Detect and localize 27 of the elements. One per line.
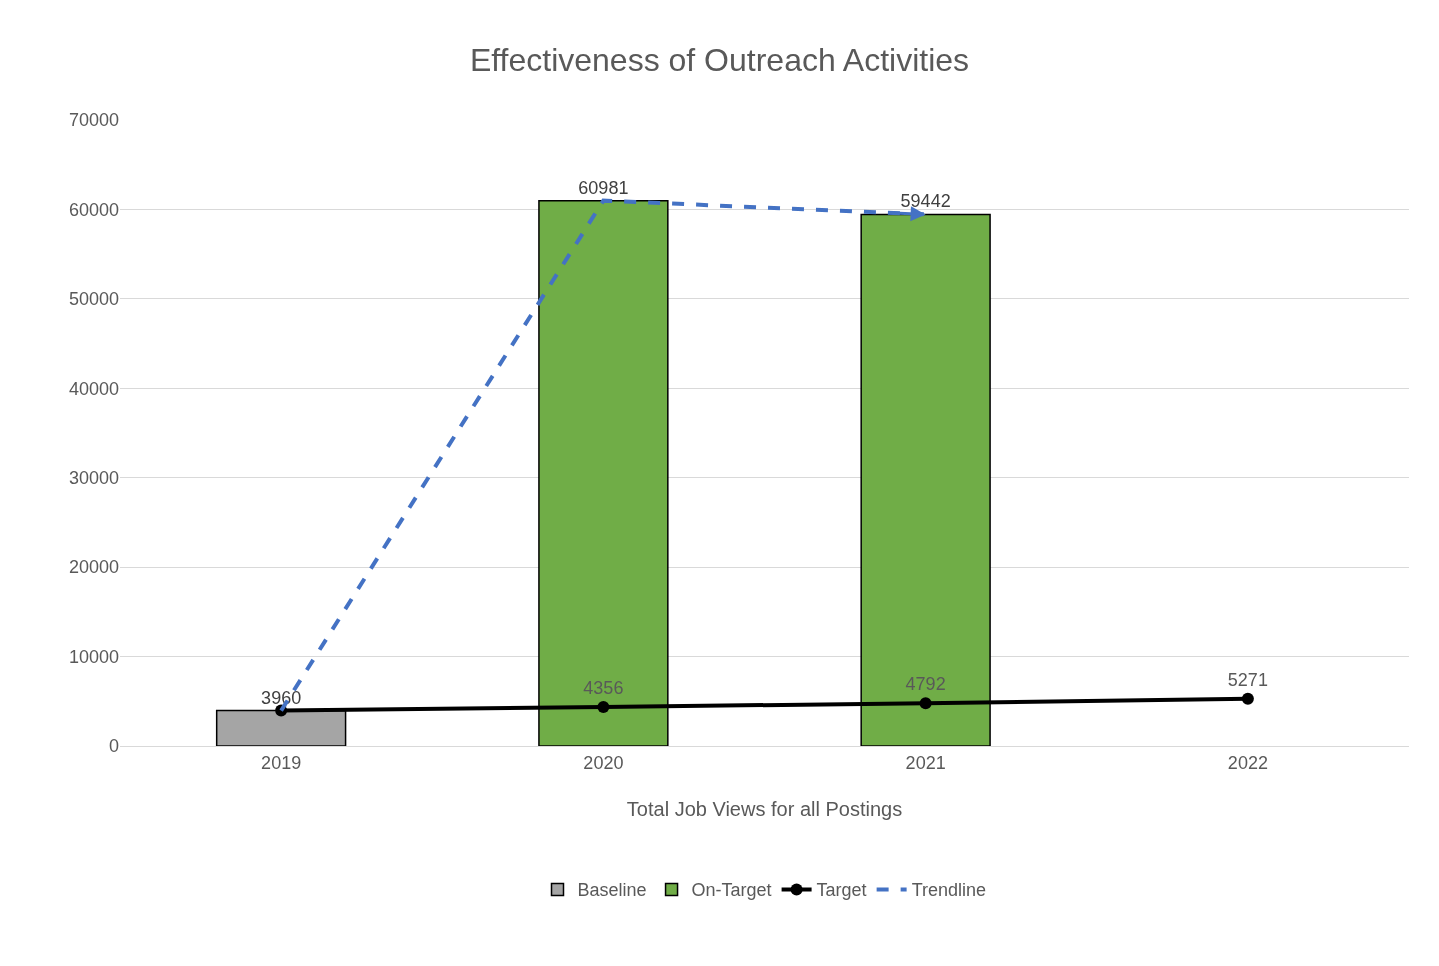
x-tick-label: 2022 [1227,752,1268,773]
x-tick-label: 2019 [261,752,302,773]
data-label: 3960 [261,687,302,708]
x-tick-label: 2021 [905,752,946,773]
data-label: 59442 [900,191,951,212]
legend-label: Trendline [911,880,986,901]
x-tick-label: 2020 [583,752,624,773]
point [597,701,610,714]
legend-label: Baseline [577,880,647,901]
x-axis-title: Total Job Views for all Postings [626,798,903,820]
legend-label: Target [816,880,867,901]
y-tick-label: 60000 [68,199,119,220]
y-tick-label: 20000 [68,557,119,578]
chart-title: Effectiveness of Outreach Activities [469,41,970,78]
y-tick-label: 30000 [68,468,119,489]
point [1241,692,1254,705]
data-label: 4792 [905,674,946,695]
point [919,697,932,710]
y-tick-label: 70000 [68,110,119,131]
legend-label: On-Target [691,880,772,901]
y-tick-label: 50000 [68,289,119,310]
data-label: 4356 [583,678,624,699]
data-label: 60981 [578,177,629,198]
data-label: 5271 [1227,669,1268,690]
y-tick-label: 10000 [68,646,119,667]
y-tick-label: 40000 [68,378,119,399]
y-tick-label: 0 [108,736,119,757]
